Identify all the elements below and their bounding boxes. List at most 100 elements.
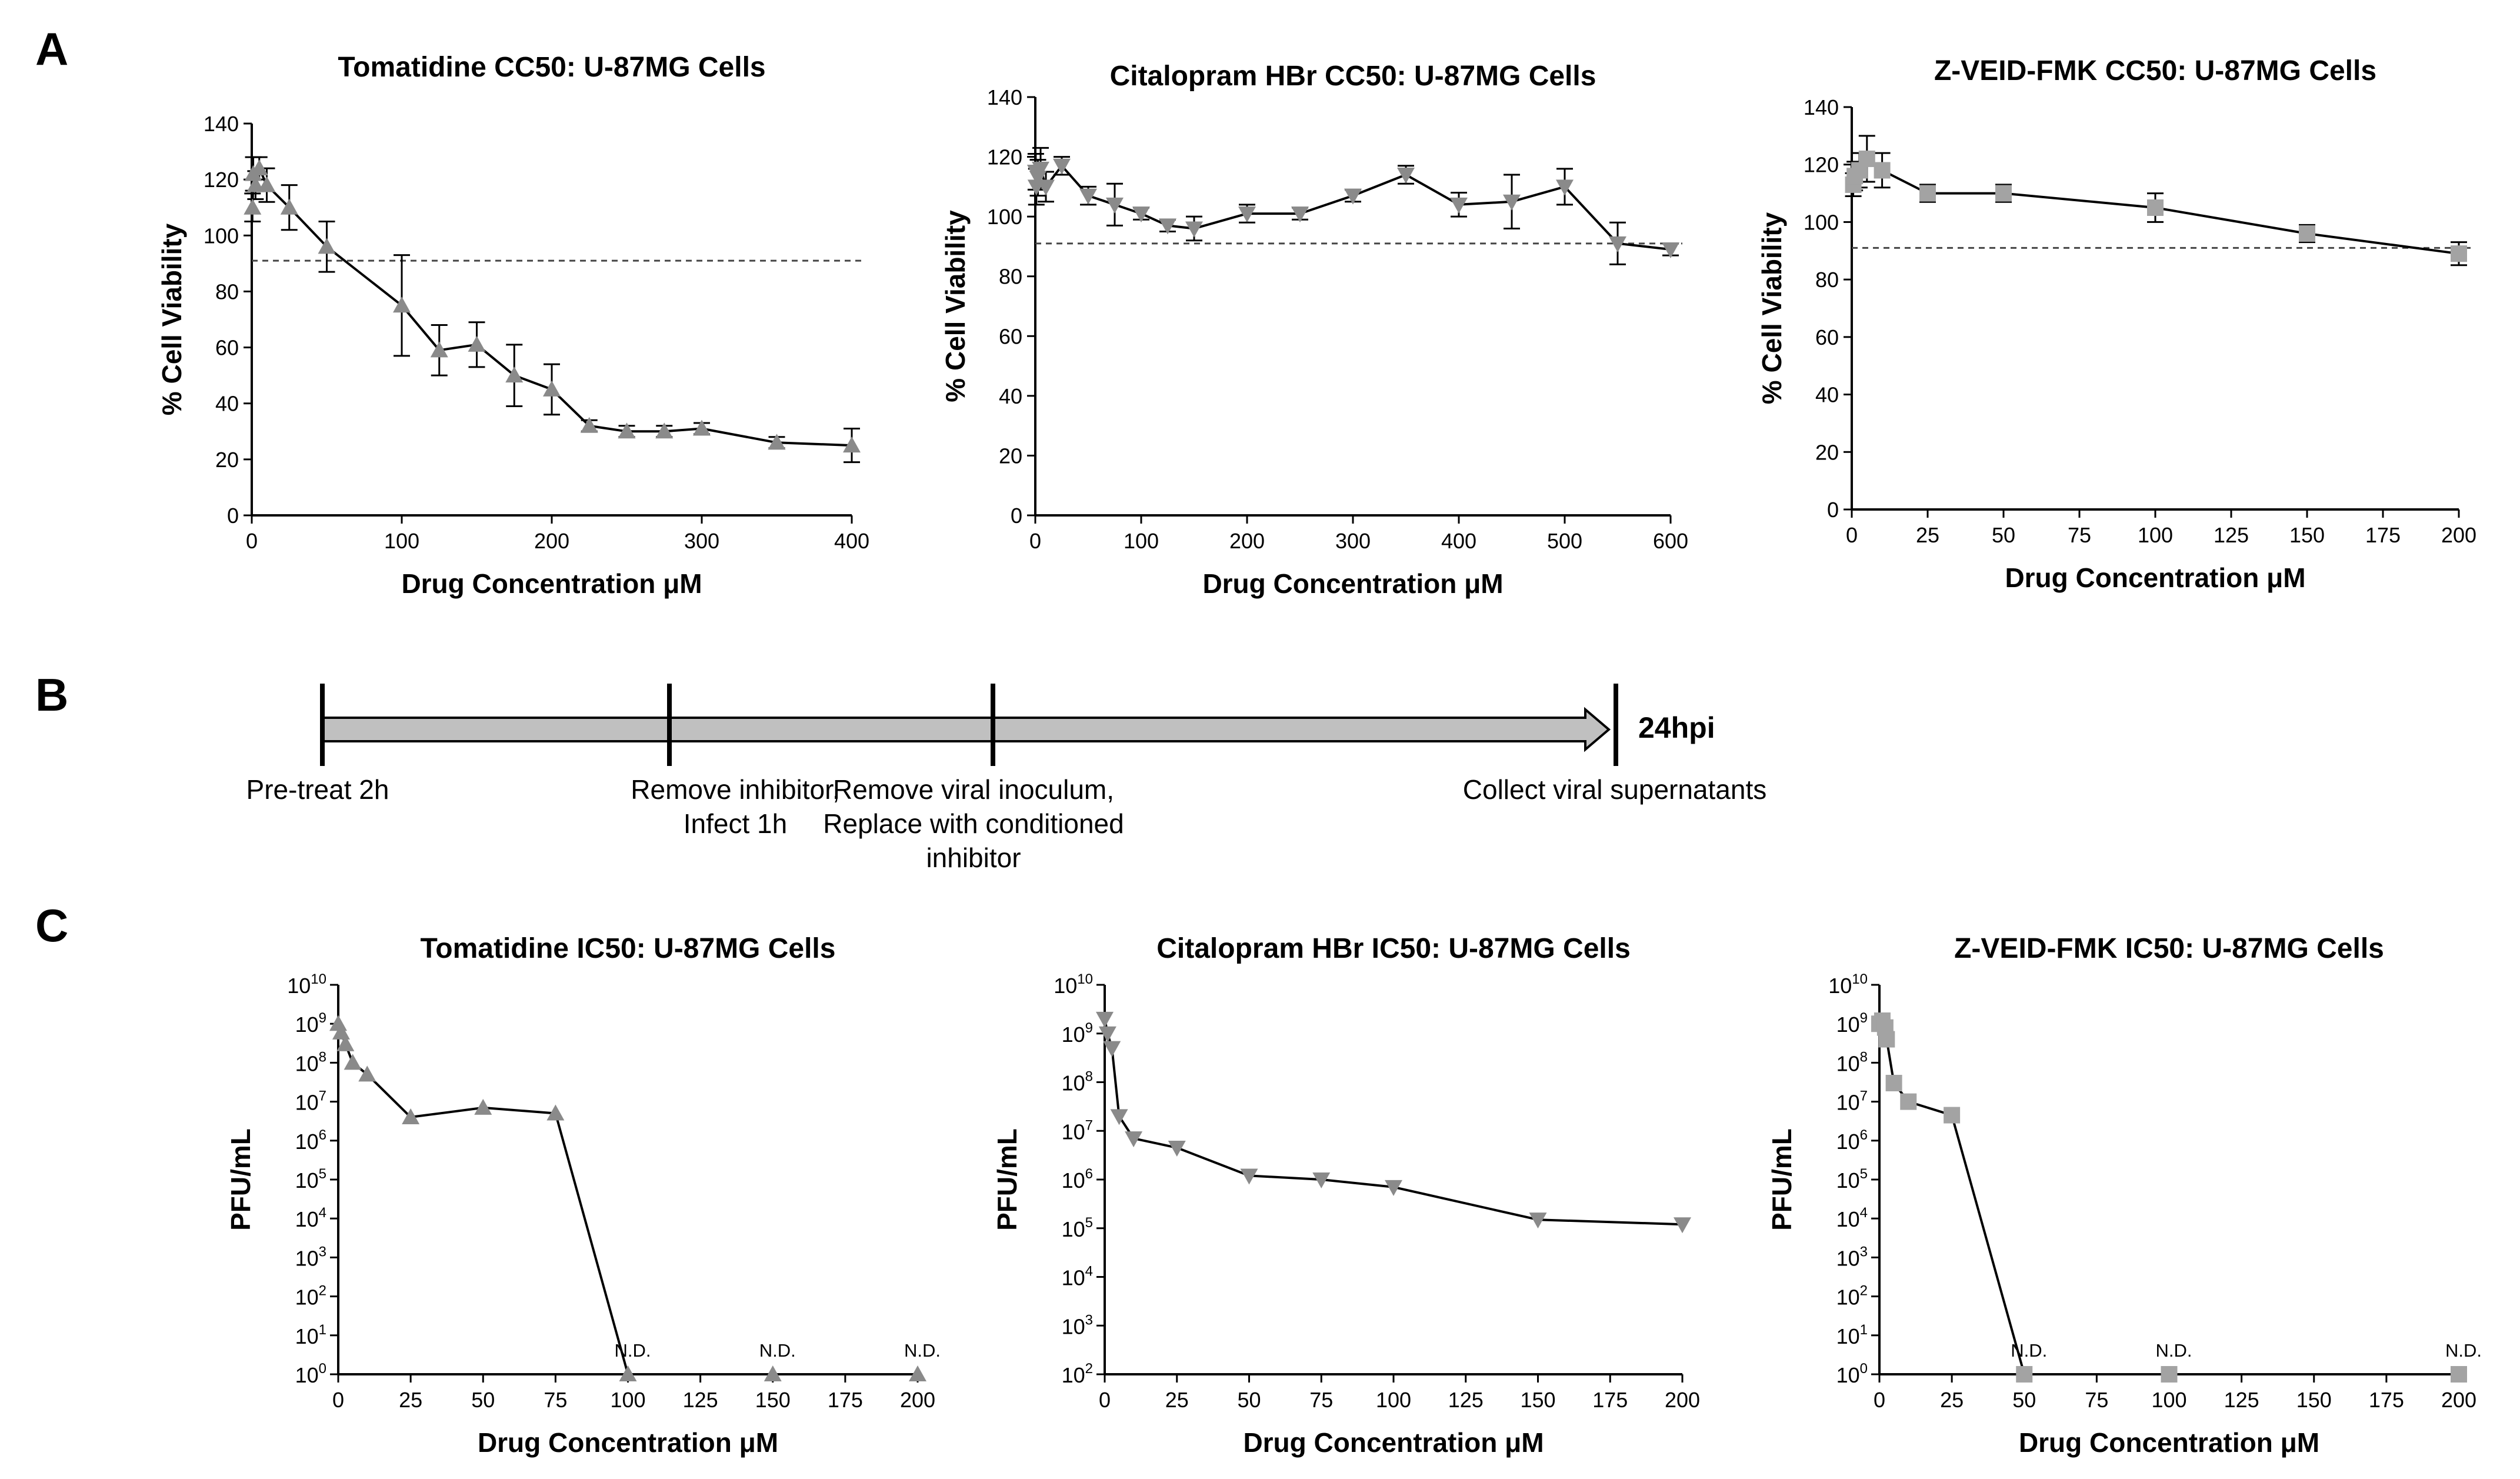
y-tick-label: 40 (999, 384, 1022, 408)
data-point (2016, 1366, 2033, 1383)
data-point (402, 1108, 420, 1124)
data-point (1240, 1168, 1258, 1185)
y-tick-label: 101 (295, 1322, 326, 1348)
chart-zveid-cc50: Z-VEID-FMK CC50: U-87MG Cells 0 25 50 75 100 1… (1756, 55, 2476, 593)
x-tick-label: 200 (1229, 529, 1265, 553)
x-tick-label: 100 (1124, 529, 1159, 553)
x-tick-label: 200 (900, 1388, 935, 1412)
y-tick-label: 107 (1836, 1088, 1868, 1115)
y-tick-label: 120 (987, 145, 1022, 169)
not-detected-label: N.D. (2445, 1340, 2482, 1361)
data-point (580, 417, 598, 433)
x-tick-label: 125 (2214, 523, 2249, 547)
y-tick-label: 104 (295, 1205, 326, 1231)
y-tick-label: 140 (1804, 95, 1839, 119)
timeline-step-label: Pre-treat 2h (246, 774, 389, 805)
timeline-end-label: 24hpi (1638, 711, 1715, 744)
y-tick-label: 40 (215, 392, 239, 416)
x-tick-label: 100 (2151, 1388, 2186, 1412)
y-tick-label: 80 (215, 279, 239, 304)
x-tick-label: 0 (246, 529, 258, 553)
data-point (843, 437, 861, 453)
y-axis-label: PFU/mL (992, 1128, 1022, 1231)
timeline-step-label: Collect viral supernatants (1463, 774, 1766, 805)
x-axis-label: Drug Concentration μM (1243, 1427, 1544, 1458)
x-axis-label: Drug Concentration μM (401, 568, 702, 599)
y-tick-label: 108 (1836, 1049, 1868, 1075)
data-point (244, 198, 262, 215)
x-tick-label: 0 (1029, 529, 1041, 553)
timeline-step-label: inhibitor (926, 842, 1021, 873)
y-tick-label: 103 (1836, 1244, 1868, 1270)
data-point (1238, 206, 1256, 223)
data-point (2451, 1366, 2467, 1383)
data-point (2451, 245, 2467, 262)
y-tick-label: 101 (1836, 1322, 1868, 1348)
y-axis-label: % Cell Viability (940, 210, 971, 402)
y-tick-label: 103 (1062, 1312, 1093, 1338)
x-tick-label: 75 (2085, 1388, 2108, 1412)
y-tick-label: 105 (1836, 1166, 1868, 1192)
y-tick-label: 1010 (1828, 971, 1868, 998)
data-point (1312, 1172, 1331, 1188)
y-tick-label: 20 (215, 448, 239, 472)
data-point (344, 1054, 362, 1070)
x-tick-label: 25 (399, 1388, 422, 1412)
chart-title: Tomatidine IC50: U-87MG Cells (421, 933, 836, 964)
x-axis-label: Drug Concentration μM (2019, 1427, 2319, 1458)
chart-zveid-ic50: Z-VEID-FMK IC50: U-87MG Cells 0 25 50 75 100 1… (1766, 933, 2482, 1458)
data-point (246, 176, 265, 192)
y-tick-label: 104 (1062, 1264, 1093, 1290)
y-tick-label: 60 (1815, 325, 1839, 349)
data-point (358, 1065, 376, 1082)
panel-letter-c: C (35, 900, 68, 951)
x-tick-label: 200 (534, 529, 569, 553)
data-point (1185, 221, 1203, 238)
x-tick-label: 50 (1237, 1388, 1261, 1412)
y-axis-label: PFU/mL (1766, 1128, 1797, 1231)
y-axis-label: % Cell Viability (156, 223, 187, 415)
x-tick-label: 25 (1916, 523, 1939, 547)
x-tick-label: 50 (471, 1388, 495, 1412)
data-point (468, 335, 486, 352)
x-tick-label: 200 (1665, 1388, 1700, 1412)
data-point (1874, 162, 1891, 179)
y-tick-label: 105 (295, 1166, 326, 1192)
y-tick-label: 102 (1836, 1283, 1868, 1310)
x-tick-label: 25 (1165, 1388, 1189, 1412)
data-point (618, 422, 636, 439)
timeline-step-label: Replace with conditioned (823, 808, 1124, 839)
data-point (1344, 188, 1362, 205)
data-point (1556, 179, 1574, 196)
timeline-step-label: Infect 1h (684, 808, 787, 839)
x-tick-label: 75 (2068, 523, 2091, 547)
x-tick-label: 200 (2441, 1388, 2476, 1412)
data-point (1662, 242, 1679, 259)
data-point (1125, 1131, 1143, 1148)
y-tick-label: 140 (987, 85, 1022, 109)
y-tick-label: 20 (1815, 440, 1839, 464)
y-tick-label: 108 (295, 1049, 326, 1075)
x-tick-label: 0 (332, 1388, 344, 1412)
data-point (1900, 1093, 1917, 1110)
x-tick-label: 600 (1653, 529, 1688, 553)
data-point (546, 1104, 565, 1121)
data-point (1878, 1031, 1895, 1048)
x-tick-label: 125 (683, 1388, 718, 1412)
x-tick-label: 0 (1874, 1388, 1885, 1412)
data-point (1995, 185, 2012, 202)
y-tick-label: 106 (295, 1127, 326, 1154)
not-detected-label: N.D. (615, 1340, 651, 1361)
y-tick-label: 109 (1062, 1020, 1093, 1047)
y-tick-label: 109 (295, 1010, 326, 1037)
data-point (1674, 1217, 1691, 1234)
timeline-arrow (321, 707, 1611, 752)
series-line (1034, 164, 1671, 251)
not-detected-label: N.D. (759, 1340, 796, 1361)
y-tick-label: 106 (1062, 1166, 1093, 1192)
data-point (655, 422, 674, 439)
data-point (1029, 171, 1047, 187)
x-tick-label: 100 (1376, 1388, 1411, 1412)
x-tick-label: 75 (544, 1388, 567, 1412)
series-line (337, 1023, 918, 1375)
